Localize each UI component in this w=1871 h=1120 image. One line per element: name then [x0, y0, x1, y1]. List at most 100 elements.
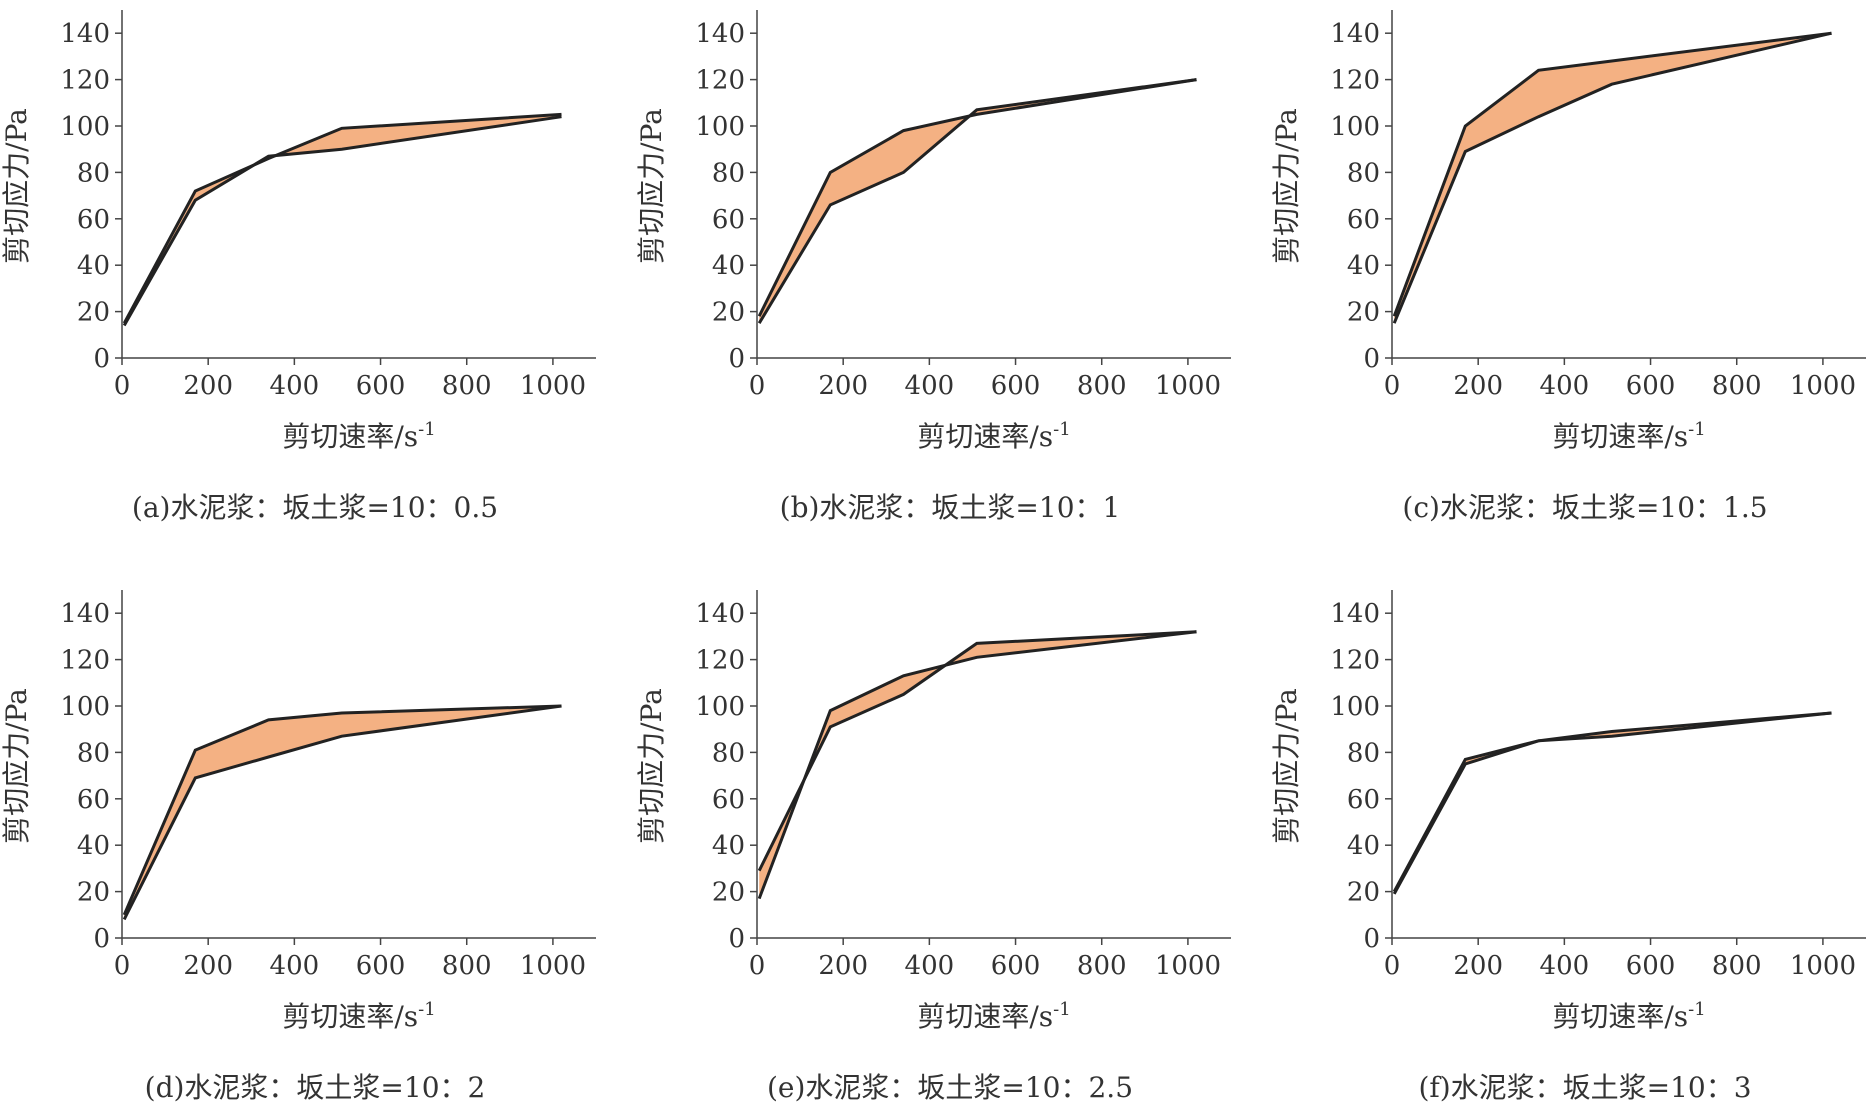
- y-tick-label: 20: [77, 878, 110, 908]
- x-axis-label-exponent: -1: [1053, 999, 1071, 1020]
- y-tick-label: 100: [695, 112, 745, 142]
- x-tick-label: 0: [1384, 951, 1401, 981]
- chart-svg-b: 0 20 40 60 80 100 120 140 0 200 400 600 800 1000 剪切速率/…: [635, 10, 1231, 453]
- y-tick-label: 80: [1347, 738, 1380, 768]
- y-tick-label: 0: [93, 924, 110, 954]
- y-axis-label: 剪切应力/Pa: [1270, 108, 1303, 264]
- x-axis-label-exponent: -1: [418, 999, 436, 1020]
- x-tick-label: 200: [818, 951, 868, 981]
- chart-panel-d: 0 20 40 60 80 100 120 140 0 200 400 600 800 1000 剪切速率/…: [0, 580, 630, 1120]
- x-tick-label: 200: [1453, 371, 1503, 401]
- y-tick-label: 80: [712, 738, 745, 768]
- x-axis-label-exponent: -1: [1053, 419, 1071, 440]
- y-tick-label: 60: [77, 205, 110, 235]
- x-axis-label-exponent: -1: [1688, 999, 1706, 1020]
- x-tick-label: 1000: [520, 371, 586, 401]
- x-tick-label: 0: [749, 371, 766, 401]
- x-axis-label: 剪切速率/s-1: [282, 419, 435, 453]
- y-tick-label: 100: [695, 692, 745, 722]
- y-tick-label: 120: [1330, 646, 1380, 676]
- y-tick-label: 120: [1330, 66, 1380, 96]
- chart-caption-f: (f)水泥浆：坂土浆=10：3: [1418, 1071, 1752, 1104]
- y-axis-label: 剪切应力/Pa: [635, 688, 668, 844]
- x-axis-label: 剪切速率/s-1: [917, 419, 1070, 453]
- y-tick-label: 0: [728, 924, 745, 954]
- series-band: [124, 706, 562, 920]
- series-band: [1394, 713, 1832, 894]
- series-line-2: [122, 115, 562, 327]
- chart-panel-f: 0 20 40 60 80 100 120 140 0 200 400 600 800 1000 剪切速率/…: [1270, 580, 1871, 1120]
- chart-panel-c: 0 20 40 60 80 100 120 140 0 200 400 600 800 1000 剪切速率/…: [1270, 0, 1871, 540]
- x-tick-label: 800: [1077, 951, 1127, 981]
- chart-panel-b: 0 20 40 60 80 100 120 140 0 200 400 600 800 1000 剪切速率/…: [635, 0, 1265, 540]
- y-tick-label: 40: [77, 831, 110, 861]
- x-axis-label: 剪切速率/s-1: [917, 999, 1070, 1033]
- x-tick-label: 600: [1626, 371, 1676, 401]
- x-tick-label: 0: [1384, 371, 1401, 401]
- y-tick-label: 40: [712, 831, 745, 861]
- y-tick-label: 140: [60, 19, 110, 49]
- y-tick-label: 140: [60, 599, 110, 629]
- x-tick-label: 600: [356, 371, 406, 401]
- chart-caption-e: (e)水泥浆：坂土浆=10：2.5: [766, 1071, 1134, 1104]
- y-tick-label: 60: [1347, 205, 1380, 235]
- series-band: [759, 631, 1197, 899]
- x-tick-label: 400: [1540, 951, 1590, 981]
- series-band: [124, 114, 562, 326]
- x-tick-label: 600: [991, 951, 1041, 981]
- y-tick-label: 20: [1347, 298, 1380, 328]
- x-tick-label: 800: [1712, 371, 1762, 401]
- y-axis-label: 剪切应力/Pa: [0, 108, 33, 264]
- x-tick-label: 600: [356, 951, 406, 981]
- y-tick-label: 100: [60, 112, 110, 142]
- x-tick-label: 800: [1712, 951, 1762, 981]
- y-tick-label: 0: [1363, 924, 1380, 954]
- chart-svg-d: 0 20 40 60 80 100 120 140 0 200 400 600 800 1000 剪切速率/…: [0, 590, 596, 1033]
- x-axis-label: 剪切速率/s-1: [1552, 999, 1705, 1033]
- chart-panel-e: 0 20 40 60 80 100 120 140 0 200 400 600 800 1000 剪切速率/…: [635, 580, 1265, 1120]
- x-tick-label: 1000: [1155, 951, 1221, 981]
- chart-caption-c: (c)水泥浆：坂土浆=10：1.5: [1402, 491, 1768, 524]
- x-tick-label: 0: [749, 951, 766, 981]
- x-tick-label: 0: [114, 951, 131, 981]
- chart-caption-a: (a)水泥浆：坂土浆=10：0.5: [131, 491, 499, 524]
- series-line-1: [122, 112, 562, 324]
- series-line-1: [1392, 31, 1832, 317]
- y-tick-label: 20: [712, 878, 745, 908]
- y-axis-label: 剪切应力/Pa: [1270, 688, 1303, 844]
- y-tick-label: 0: [1363, 344, 1380, 374]
- series-line-2: [1392, 31, 1832, 324]
- y-tick-label: 140: [695, 599, 745, 629]
- y-tick-label: 60: [1347, 785, 1380, 815]
- x-tick-label: 200: [183, 951, 233, 981]
- y-tick-label: 120: [695, 646, 745, 676]
- x-axis-label-exponent: -1: [418, 419, 436, 440]
- x-axis-label: 剪切速率/s-1: [1552, 419, 1705, 453]
- series-line-2: [1392, 711, 1832, 895]
- y-tick-label: 100: [60, 692, 110, 722]
- y-tick-label: 140: [1330, 599, 1380, 629]
- chart-svg-f: 0 20 40 60 80 100 120 140 0 200 400 600 800 1000 剪切速率/…: [1270, 590, 1866, 1033]
- y-axis-label: 剪切应力/Pa: [0, 688, 33, 844]
- y-tick-label: 120: [695, 66, 745, 96]
- y-tick-label: 100: [1330, 692, 1380, 722]
- series-line-2: [757, 78, 1197, 324]
- x-tick-label: 200: [818, 371, 868, 401]
- series-band: [759, 79, 1197, 324]
- x-axis-label-exponent: -1: [1688, 419, 1706, 440]
- y-tick-label: 20: [712, 298, 745, 328]
- chart-caption-d: (d)水泥浆：坂土浆=10：2: [144, 1071, 486, 1104]
- y-tick-label: 140: [1330, 19, 1380, 49]
- x-tick-label: 400: [905, 371, 955, 401]
- y-tick-label: 80: [1347, 158, 1380, 188]
- y-tick-label: 80: [77, 738, 110, 768]
- y-tick-label: 20: [1347, 878, 1380, 908]
- x-tick-label: 1000: [1790, 951, 1856, 981]
- y-tick-label: 0: [93, 344, 110, 374]
- y-tick-label: 120: [60, 66, 110, 96]
- y-tick-label: 40: [77, 251, 110, 281]
- x-tick-label: 0: [114, 371, 131, 401]
- y-tick-label: 0: [728, 344, 745, 374]
- x-tick-label: 400: [1540, 371, 1590, 401]
- y-tick-label: 140: [695, 19, 745, 49]
